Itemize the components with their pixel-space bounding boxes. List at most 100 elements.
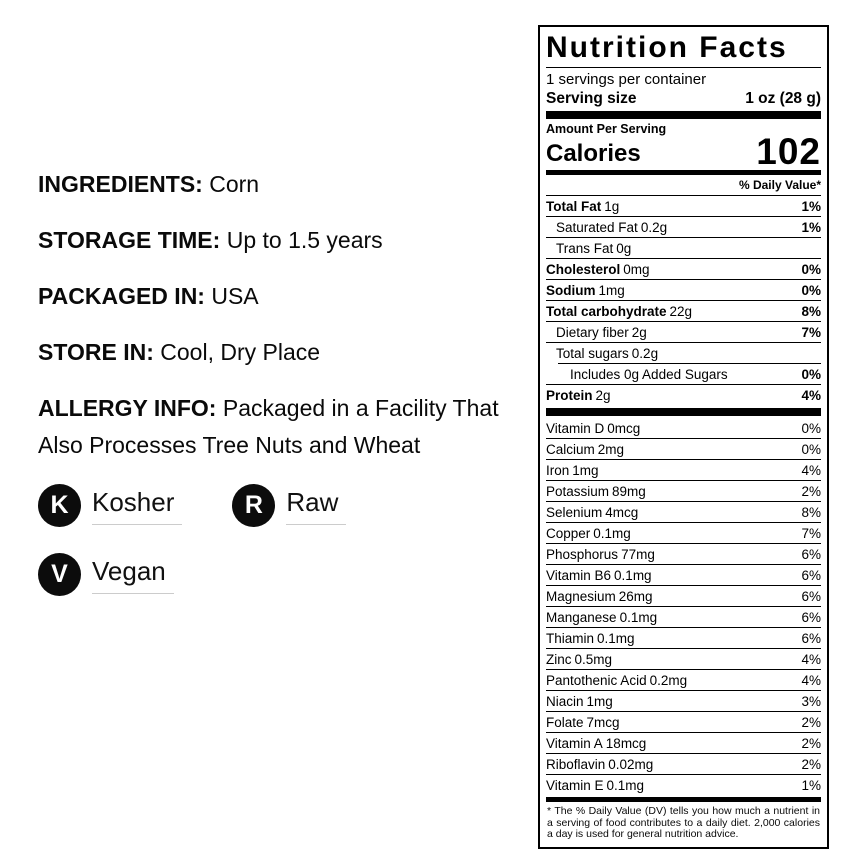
- calories-value: 102: [756, 131, 821, 172]
- nutrient-daily-value: 2%: [801, 483, 821, 499]
- nutrient-name-group: Niacin 1mg: [546, 694, 613, 709]
- nutrient-daily-value: 4%: [801, 462, 821, 478]
- badge-letter-icon: R: [232, 484, 276, 527]
- nutrient-name-group: Pantothenic Acid 0.2mg: [546, 673, 687, 688]
- nutrient-amount: 18mcg: [605, 735, 647, 751]
- nutrient-amount: 0.5mg: [574, 651, 613, 667]
- nutrient-amount: 89mg: [612, 483, 646, 499]
- nutrition-facts-panel: Nutrition Facts 1 servings per container…: [538, 25, 829, 849]
- nutrient-name: Potassium: [546, 483, 610, 499]
- nutrient-row: Copper 0.1mg 7%: [546, 523, 821, 544]
- certification-badges: K Kosher R Raw V Vegan: [38, 484, 428, 596]
- nutrient-name: Vitamin B6: [546, 567, 612, 583]
- nutrient-amount: 4mcg: [605, 504, 639, 520]
- nutrient-daily-value: 0%: [801, 261, 821, 277]
- nutrient-daily-value: 0%: [801, 366, 821, 382]
- info-field: INGREDIENTS: Corn: [38, 166, 503, 203]
- nutrient-row: Magnesium 26mg 6%: [546, 586, 821, 607]
- field-value: Up to 1.5 years: [226, 227, 383, 253]
- nutrient-name: Folate: [546, 714, 584, 730]
- nutrient-amount: 1mg: [598, 282, 625, 298]
- nutrient-amount: 0.2mg: [649, 672, 688, 688]
- main-nutrients-list: Total Fat 1g 1% Saturated Fat 0.2g 1% Tran…: [546, 196, 821, 406]
- nutrient-row: Niacin 1mg 3%: [546, 691, 821, 712]
- nutrient-row: Dietary fiber 2g 7%: [546, 322, 821, 343]
- nutrient-row: Cholesterol 0mg 0%: [546, 259, 821, 280]
- nutrient-amount: 2g: [631, 324, 647, 340]
- nutrient-amount: 0.1mg: [597, 630, 635, 646]
- serving-size-label: Serving size: [546, 90, 637, 107]
- nutrient-name: Phosphorus: [546, 546, 619, 562]
- nutrient-row: Thiamin 0.1mg 6%: [546, 628, 821, 649]
- nutrient-daily-value: 3%: [801, 693, 821, 709]
- nutrient-amount: 77mg: [621, 546, 655, 562]
- nutrient-daily-value: 4%: [801, 651, 821, 667]
- nutrient-daily-value: 2%: [801, 714, 821, 730]
- badge-letter-icon: K: [38, 484, 81, 527]
- nutrient-amount: 2g: [595, 388, 611, 403]
- nutrient-daily-value: 1%: [801, 219, 821, 235]
- nutrient-amount: 0.1mg: [619, 609, 658, 625]
- nutrient-daily-value: 8%: [801, 303, 821, 319]
- nutrient-amount: 1g: [604, 198, 620, 214]
- nutrient-amount: 0g: [616, 240, 632, 256]
- nutrient-amount: 0.02mg: [608, 756, 654, 772]
- nutrient-name: Vitamin D: [546, 420, 605, 436]
- nutrient-name-group: Selenium 4mcg: [546, 505, 638, 520]
- nutrient-name: Manganese: [546, 609, 617, 625]
- nutrient-name-group: Protein 2g: [546, 388, 611, 403]
- nutrient-daily-value: 1%: [801, 778, 821, 793]
- nutrient-daily-value: 2%: [801, 735, 821, 751]
- nutrient-name: Pantothenic Acid: [546, 672, 647, 688]
- nutrient-name: Iron: [546, 462, 570, 478]
- nutrient-name-group: Dietary fiber 2g: [556, 325, 647, 340]
- field-value: Packaged in a Facility That Also Process…: [38, 395, 499, 458]
- nutrient-name-group: Phosphorus 77mg: [546, 547, 655, 562]
- nutrient-name: Trans Fat: [556, 240, 614, 256]
- nutrient-row: Vitamin B6 0.1mg 6%: [546, 565, 821, 586]
- nutrient-name-group: Vitamin D 0mcg: [546, 421, 640, 436]
- badge-letter-icon: V: [38, 553, 81, 596]
- nutrient-amount: 22g: [669, 303, 693, 319]
- field-value: Cool, Dry Place: [160, 339, 321, 365]
- nutrient-daily-value: 6%: [801, 546, 821, 562]
- nutrient-name: Selenium: [546, 504, 603, 520]
- nutrient-row: Pantothenic Acid 0.2mg 4%: [546, 670, 821, 691]
- nutrient-name: Zinc: [546, 651, 572, 667]
- nutrient-name-group: Copper 0.1mg: [546, 526, 631, 541]
- nutrient-name-group: Vitamin A 18mcg: [546, 736, 646, 751]
- field-label: INGREDIENTS:: [38, 171, 203, 197]
- daily-value-footnote: * The % Daily Value (DV) tells you how m…: [547, 805, 820, 840]
- nutrient-amount: 0.1mg: [614, 567, 652, 583]
- nutrient-name-group: Total Fat 1g: [546, 199, 619, 214]
- nutrient-name: Thiamin: [546, 630, 595, 646]
- nutrient-daily-value: 6%: [801, 567, 821, 583]
- certification-badge: K Kosher: [38, 484, 183, 527]
- nutrient-name: Includes 0g Added Sugars: [570, 366, 728, 382]
- nutrient-row: Vitamin D 0mcg 0%: [546, 418, 821, 439]
- nutrient-row: Trans Fat 0g: [546, 238, 821, 259]
- thick-divider: [546, 111, 821, 119]
- serving-size-row: Serving size 1 oz (28 g): [546, 89, 821, 109]
- nutrient-amount: 0.1mg: [606, 778, 645, 793]
- nutrient-row: Zinc 0.5mg 4%: [546, 649, 821, 670]
- field-label: STORE IN:: [38, 339, 154, 365]
- nutrient-amount: 26mg: [618, 588, 653, 604]
- nutrient-row: Saturated Fat 0.2g 1%: [546, 217, 821, 238]
- nutrient-name-group: Total carbohydrate 22g: [546, 304, 692, 319]
- nutrient-name: Sodium: [546, 282, 596, 298]
- nutrient-daily-value: 0%: [801, 282, 821, 298]
- daily-value-header: % Daily Value*: [546, 177, 821, 196]
- nutrient-name-group: Zinc 0.5mg: [546, 652, 612, 667]
- nutrient-name: Total Fat: [546, 198, 602, 214]
- nutrient-row: Phosphorus 77mg 6%: [546, 544, 821, 565]
- nutrition-facts-title: Nutrition Facts: [546, 30, 821, 68]
- thick-divider: [546, 408, 821, 416]
- nutrient-row: Potassium 89mg 2%: [546, 481, 821, 502]
- nutrient-name-group: Riboflavin 0.02mg: [546, 757, 653, 772]
- nutrient-row: Sodium 1mg 0%: [546, 280, 821, 301]
- nutrient-name-group: Manganese 0.1mg: [546, 610, 657, 625]
- nutrient-row: Vitamin E 0.1mg 1%: [546, 775, 821, 796]
- nutrient-row: Protein 2g 4%: [546, 385, 821, 406]
- serving-size-value: 1 oz (28 g): [745, 90, 821, 107]
